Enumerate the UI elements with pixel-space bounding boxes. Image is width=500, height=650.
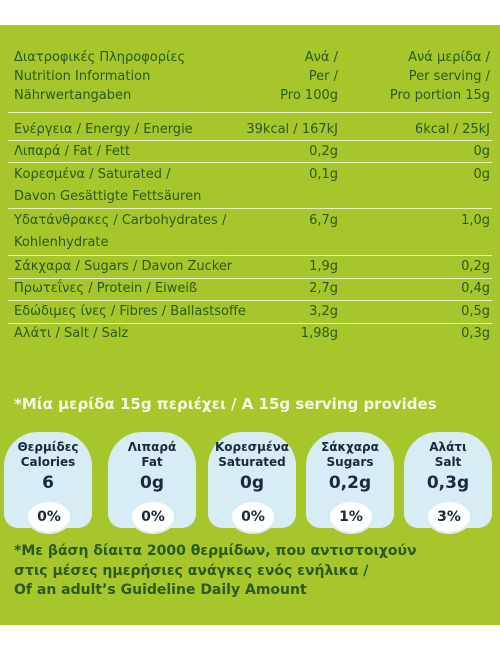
badge-value: 6 (42, 473, 54, 493)
separator (8, 255, 492, 256)
header-label: Nutrition Information (14, 69, 151, 84)
row-per100: 6,7g (309, 213, 338, 228)
header-per100: Per / (308, 69, 338, 84)
row-serving: 0g (473, 144, 490, 159)
badge: Σάκχαρα Sugars 0,2g 1% (306, 432, 394, 534)
row-serving: 1,0g (461, 213, 490, 228)
separator (8, 162, 492, 163)
badge-percent: 0% (26, 500, 72, 534)
row-label: Πρωτεΐνες / Protein / Eiweiß (14, 281, 198, 296)
serving-title: *Μία μερίδα 15g περιέχει / A 15g serving… (14, 395, 437, 413)
badge-name-line: Fat (141, 455, 163, 469)
badge: Κορεσμένα Saturated 0g 0% (208, 432, 296, 534)
row-per100: 39kcal / 167kJ (246, 122, 338, 137)
row-label: Σάκχαρα / Sugars / Davon Zucker (14, 259, 233, 274)
badge-name-line: Calories (20, 455, 76, 469)
badge-name-line: Saturated (218, 455, 286, 469)
badge: Λιπαρά Fat 0g 0% (108, 432, 196, 534)
separator (8, 208, 492, 209)
separator (8, 300, 492, 301)
header-per100: Pro 100g (280, 88, 338, 103)
row-per100: 0,2g (309, 144, 338, 159)
footnote: *Με βάση δίαιτα 2000 θερμίδων, που αντισ… (14, 543, 417, 559)
row-label: Υδατάνθρακες / Carbohydrates / (14, 213, 227, 228)
badge-value: 0,2g (328, 473, 372, 493)
header-label: Διατροφικές Πληροφορίες (14, 50, 186, 65)
badge: Θερμίδες Calories 6 0% (4, 432, 92, 534)
row-per100: 2,7g (309, 281, 338, 296)
row-serving: 0,3g (461, 326, 490, 341)
header-label: Nährwertangaben (14, 88, 132, 103)
badge-value: 0g (140, 473, 164, 493)
badge-percent: 3% (426, 500, 472, 534)
badge-name: Κορεσμένα Saturated (208, 440, 296, 470)
badge-value: 0,3g (426, 473, 470, 493)
badge-percent: 0% (230, 500, 276, 534)
badge-value: 0g (240, 473, 264, 493)
row-label: Davon Gesättigte Fettsäuren (14, 189, 202, 204)
badge-name-line: Κορεσμένα (214, 440, 290, 454)
badge-name-line: Θερμίδες (17, 440, 79, 454)
badge-name: Σάκχαρα Sugars (306, 440, 394, 470)
separator (8, 112, 492, 113)
badge-name: Αλάτι Salt (404, 440, 492, 470)
badge-name-line: Λιπαρά (127, 440, 177, 454)
badge-percent: 0% (130, 500, 176, 534)
badge-name-line: Salt (434, 455, 462, 469)
separator (8, 140, 492, 141)
row-per100: 1,9g (309, 259, 338, 274)
separator (8, 278, 492, 279)
row-serving: 6kcal / 25kJ (414, 122, 490, 137)
row-serving: 0,2g (461, 259, 490, 274)
badge-name-line: Sugars (326, 455, 374, 469)
separator (8, 323, 492, 324)
footnote: στις μέσες ημερήσιες ανάγκες ενός ενήλικ… (14, 563, 369, 579)
row-label: Ενέργεια / Energy / Energie (14, 122, 193, 137)
badge-percent: 1% (328, 500, 374, 534)
row-per100: 1,98g (300, 326, 338, 341)
header-serving: Pro portion 15g (389, 88, 490, 103)
row-serving: 0,4g (461, 281, 490, 296)
badge-name: Θερμίδες Calories (4, 440, 92, 470)
badge-name-line: Αλάτι (429, 440, 467, 454)
badge-name: Λιπαρά Fat (108, 440, 196, 470)
footnote: Of an adult’s Guideline Daily Amount (14, 582, 307, 598)
header-serving: Per serving / (408, 69, 490, 84)
header-serving: Ανά μερίδα / (408, 50, 490, 65)
badge-name-line: Σάκχαρα (321, 440, 379, 454)
header-per100: Ανά / (304, 50, 338, 65)
row-label: Kohlenhydrate (14, 235, 109, 250)
label-panel (0, 25, 500, 625)
row-per100: 0,1g (309, 167, 338, 182)
badge: Αλάτι Salt 0,3g 3% (404, 432, 492, 534)
row-serving: 0g (473, 167, 490, 182)
row-label: Κορεσμένα / Saturated / (14, 167, 171, 182)
row-label: Λιπαρά / Fat / Fett (14, 144, 131, 159)
row-label: Αλάτι / Salt / Salz (14, 326, 129, 341)
row-label: Εδώδιμες ίνες / Fibres / Ballastsoffe (14, 304, 246, 319)
row-per100: 3,2g (309, 304, 338, 319)
row-serving: 0,5g (461, 304, 490, 319)
